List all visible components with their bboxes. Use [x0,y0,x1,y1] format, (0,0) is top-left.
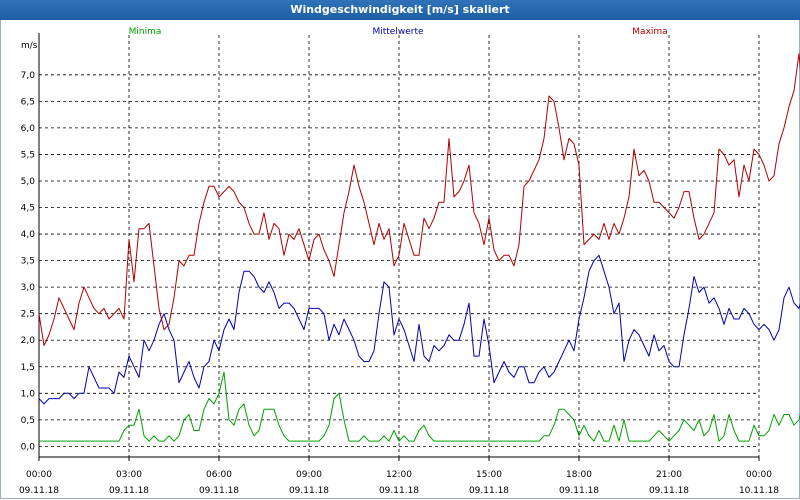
y-tick-label: 4,0 [21,230,36,240]
y-tick-label: 3,0 [21,283,36,293]
y-tick-label: 7,0 [21,71,36,81]
x-tick-date-label: 09.11.18 [649,486,689,496]
x-tick-date-label: 09.11.18 [109,486,149,496]
legend: Minima Mittelwerte Maxima [129,27,668,37]
window-title: Windgeschwindigkeit [m/s] skaliert [290,3,510,16]
x-tick-date-label: 09.11.18 [289,486,329,496]
series-lines [38,53,800,442]
x-tick-time-label: 12:00 [386,470,412,480]
y-tick-label: 6,0 [21,124,36,134]
legend-label-maxima: Maxima [632,27,667,37]
y-tick-label: 5,0 [21,177,36,187]
y-tick-label: 1,0 [21,389,36,399]
x-tick-time-label: 03:00 [116,470,142,480]
x-tick-time-label: 06:00 [206,470,232,480]
y-tick-label: 5,5 [21,150,35,160]
series-line-maxima [38,53,800,346]
x-tick-date-label: 09.11.18 [379,486,419,496]
x-tick-time-label: 00:00 [746,470,772,480]
axes [38,33,760,461]
legend-label-mittelwerte: Mittelwerte [372,27,423,37]
y-tick-label: 3,5 [21,257,35,267]
x-tick-date-label: 10.11.18 [739,486,779,496]
tick-labels: 0,0 0,5 1,0 1,5 2,0 2,5 3,0 3,5 4,0 4,5 5,0 5,5 6,0 6… [19,71,779,496]
y-tick-label: 4,5 [21,204,35,214]
x-tick-date-label: 09.11.18 [19,486,59,496]
y-tick-label: 0,5 [21,416,35,426]
y-tick-label: 6,5 [21,97,35,107]
series-line-minima [39,371,800,442]
y-tick-label: 2,5 [21,310,35,320]
y-axis-unit-label: m/s [21,41,38,51]
x-tick-time-label: 18:00 [566,470,592,480]
x-tick-date-label: 09.11.18 [559,486,599,496]
x-tick-time-label: 09:00 [296,470,322,480]
y-tick-label: 0,0 [21,442,36,452]
window-title-bar: Windgeschwindigkeit [m/s] skaliert [0,0,800,20]
x-tick-date-label: 09.11.18 [199,486,239,496]
series-line-mittelwerte [38,254,800,405]
x-tick-time-label: 21:00 [656,470,682,480]
x-tick-date-label: 09.11.18 [469,486,509,496]
y-tick-label: 1,5 [21,363,35,373]
x-tick-time-label: 15:00 [476,470,502,480]
y-tick-label: 2,0 [21,336,36,346]
x-tick-time-label: 00:00 [26,470,52,480]
grid-lines [38,35,760,457]
legend-label-minima: Minima [129,27,162,37]
